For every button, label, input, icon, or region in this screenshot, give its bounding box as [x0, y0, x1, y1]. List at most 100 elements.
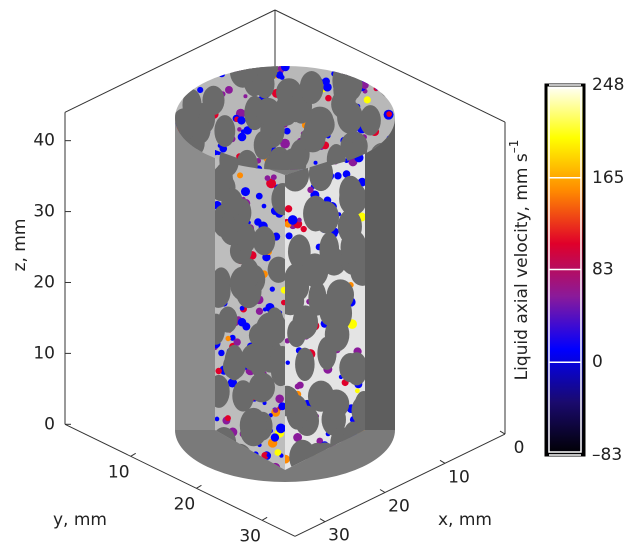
particle [364, 66, 391, 84]
particle [339, 182, 365, 216]
flow-speck [386, 111, 393, 117]
y-tick-label: 10 [108, 462, 130, 482]
colorbar-tick-label: 165 [592, 168, 624, 188]
flow-speck [278, 402, 285, 411]
flow-speck [237, 116, 246, 125]
x-tick [499, 430, 506, 435]
z-tick-label: 10 [33, 343, 55, 363]
particle [350, 258, 365, 286]
flow-speck [243, 94, 248, 99]
particle [351, 397, 365, 425]
flow-speck [334, 172, 342, 180]
flow-speck [224, 415, 231, 422]
flow-speck [255, 307, 264, 315]
flow-speck [280, 66, 290, 72]
particle [299, 71, 324, 104]
flow-speck [270, 174, 277, 181]
particle [232, 380, 254, 412]
box-edge [274, 9, 506, 123]
flow-speck [266, 178, 277, 189]
flow-speck [280, 286, 285, 294]
flow-speck [190, 67, 197, 74]
flow-speck [372, 66, 382, 72]
particle [306, 106, 334, 134]
flow-speck [270, 433, 280, 442]
flow-speck [215, 416, 220, 422]
flow-speck [307, 186, 314, 194]
flow-speck [354, 388, 360, 394]
flow-speck [215, 367, 222, 375]
flow-speck [275, 71, 284, 79]
flow-speck [272, 407, 279, 413]
particle [267, 256, 285, 283]
flow-speck [280, 299, 285, 306]
particle [271, 182, 285, 216]
z-tick-label: 40 [33, 131, 55, 151]
colorbar-label-exponent: –1 [507, 140, 521, 154]
particle [229, 66, 256, 88]
particle [215, 166, 230, 198]
flow-speck [264, 175, 271, 181]
flow-speck [300, 225, 307, 233]
flow-speck [255, 192, 263, 200]
particle [340, 229, 365, 265]
flow-speck [254, 218, 262, 226]
flow-speck [237, 132, 247, 142]
particle [236, 149, 258, 170]
flow-speck [325, 94, 332, 102]
colorbar-label-text: Liquid axial velocity, mm s [512, 153, 532, 380]
flow-speck [266, 452, 272, 458]
particle [295, 347, 315, 381]
flow-speck [225, 335, 231, 342]
particle [252, 226, 276, 256]
y-tick [130, 452, 136, 457]
flow-speck [225, 85, 233, 94]
x-tick [379, 489, 386, 493]
flow-speck [316, 437, 324, 445]
particle [221, 188, 243, 218]
flow-speck [237, 127, 242, 132]
flow-speck [197, 86, 204, 94]
particle [269, 346, 285, 381]
particle [319, 232, 340, 267]
flow-speck [218, 349, 225, 357]
flow-speck [386, 73, 391, 78]
particle [359, 105, 381, 136]
x-axis-label: x, mm [438, 510, 492, 530]
flow-speck [195, 74, 205, 85]
particle [307, 380, 335, 412]
particle [255, 312, 282, 348]
particle [287, 234, 311, 269]
flow-speck [293, 433, 303, 442]
colorbar-tick-label: 83 [592, 259, 614, 279]
particle [275, 94, 294, 127]
flow-speck [296, 381, 304, 389]
box-edge [294, 433, 506, 537]
z-axis-label: z, mm [10, 219, 30, 272]
particle [345, 352, 365, 386]
flow-speck [193, 67, 199, 73]
flow-speck [296, 217, 302, 223]
particle [214, 115, 236, 148]
flow-speck [261, 203, 267, 209]
flow-speck [322, 77, 330, 86]
box-edge [64, 423, 296, 537]
flow-speck [285, 205, 293, 213]
x-tick [319, 518, 326, 523]
particle-layer [215, 150, 285, 470]
x-tick-label: 10 [448, 467, 470, 487]
z-tick-label: 0 [44, 414, 55, 434]
particle [287, 273, 310, 302]
flow-speck [237, 172, 244, 179]
particle [236, 223, 256, 254]
x-tick-label: 20 [388, 497, 410, 517]
particle [239, 258, 260, 290]
flow-speck [374, 84, 381, 91]
particle [248, 372, 275, 403]
particle [215, 374, 230, 408]
x-tick [439, 459, 446, 464]
flow-speck [313, 160, 318, 165]
particle [285, 385, 300, 417]
particle [264, 153, 286, 170]
flow-speck [175, 92, 179, 100]
